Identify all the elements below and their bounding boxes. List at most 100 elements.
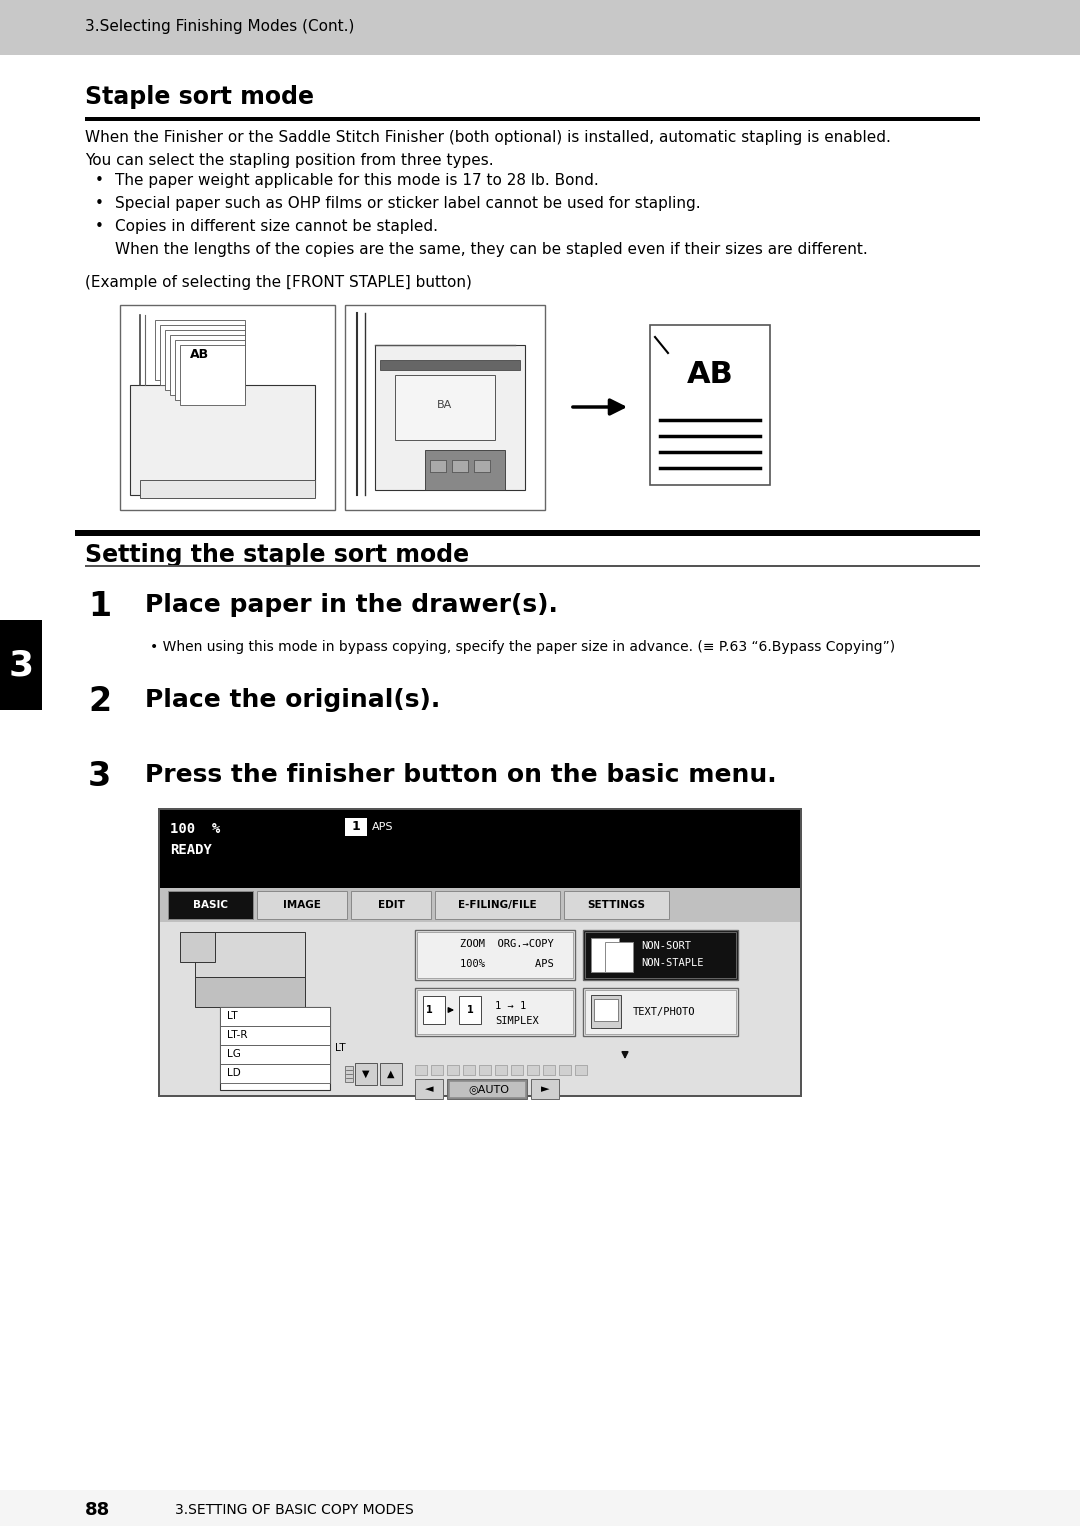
Text: •: •	[95, 195, 104, 211]
Text: ▲: ▲	[388, 1070, 395, 1079]
Bar	[195, 977, 305, 1007]
Bar	[375, 345, 525, 490]
Text: LT: LT	[227, 1012, 238, 1021]
Text: READY: READY	[170, 842, 212, 858]
Text: 3.SETTING OF BASIC COPY MODES: 3.SETTING OF BASIC COPY MODES	[175, 1503, 414, 1517]
Bar	[130, 385, 315, 494]
Text: Place paper in the drawer(s).: Place paper in the drawer(s).	[145, 594, 558, 617]
Text: When the Finisher or the Saddle Stitch Finisher (both optional) is installed, au: When the Finisher or the Saddle Stitch F…	[85, 130, 891, 145]
Text: ZOOM  ORG.→COPY: ZOOM ORG.→COPY	[460, 938, 554, 949]
Bar	[345, 818, 367, 836]
Bar	[220, 1007, 330, 1090]
Text: BASIC: BASIC	[192, 900, 228, 909]
Bar	[160, 888, 800, 922]
Text: Press the finisher button on the basic menu.: Press the finisher button on the basic m…	[145, 763, 777, 787]
Bar	[480, 1065, 491, 1074]
Bar	[417, 932, 573, 978]
Text: • When using this mode in bypass copying, specify the paper size in advance. (≡ : • When using this mode in bypass copying…	[150, 639, 895, 655]
Bar	[511, 1065, 523, 1074]
Bar	[435, 891, 561, 919]
Bar	[591, 938, 619, 972]
Bar	[447, 1079, 527, 1099]
Bar	[591, 995, 621, 1029]
Text: Special paper such as OHP films or sticker label cannot be used for stapling.: Special paper such as OHP films or stick…	[114, 195, 701, 211]
Bar	[168, 891, 253, 919]
Bar	[417, 990, 573, 1035]
Bar	[415, 987, 575, 1036]
Text: 88: 88	[85, 1502, 110, 1518]
Bar	[459, 996, 481, 1024]
Text: LG: LG	[227, 1048, 241, 1059]
Bar	[175, 340, 245, 400]
Bar	[431, 1065, 443, 1074]
Bar	[430, 459, 446, 472]
Text: SETTINGS: SETTINGS	[588, 900, 645, 909]
Bar	[583, 987, 738, 1036]
Bar	[415, 1079, 443, 1099]
Text: (Example of selecting the [FRONT STAPLE] button): (Example of selecting the [FRONT STAPLE]…	[85, 275, 472, 290]
Bar	[583, 929, 738, 980]
Bar	[158, 807, 802, 1097]
Text: 1: 1	[87, 591, 111, 623]
Bar	[423, 996, 445, 1024]
Text: NON-STAPLE: NON-STAPLE	[642, 958, 703, 967]
Text: 2: 2	[87, 685, 111, 719]
Bar	[564, 891, 669, 919]
Bar	[605, 942, 633, 972]
Bar	[585, 932, 735, 978]
Text: LD: LD	[227, 1068, 241, 1077]
Bar	[527, 1065, 539, 1074]
Text: 1: 1	[352, 821, 361, 833]
Bar	[160, 922, 800, 1096]
Bar	[75, 530, 980, 536]
Bar	[449, 1080, 525, 1097]
Bar	[415, 1065, 427, 1074]
Text: •: •	[95, 220, 104, 233]
Text: Place the original(s).: Place the original(s).	[145, 688, 441, 713]
Text: Staple sort mode: Staple sort mode	[85, 85, 314, 108]
Bar	[380, 360, 519, 369]
Text: 1: 1	[467, 1006, 473, 1015]
Text: ►: ►	[541, 1083, 550, 1094]
Text: ◄: ◄	[424, 1083, 433, 1094]
Text: You can select the stapling position from three types.: You can select the stapling position fro…	[85, 153, 494, 168]
Text: E-FILING/FILE: E-FILING/FILE	[458, 900, 537, 909]
Bar	[543, 1065, 555, 1074]
Bar	[531, 1079, 559, 1099]
Text: SIMPLEX: SIMPLEX	[495, 1016, 539, 1025]
Bar	[447, 1065, 459, 1074]
Text: AB: AB	[687, 360, 733, 389]
Bar	[575, 1065, 588, 1074]
Text: 100  %: 100 %	[170, 823, 220, 836]
Bar	[463, 1065, 475, 1074]
Bar	[195, 932, 305, 977]
Bar	[355, 1064, 377, 1085]
Bar	[220, 1007, 330, 1025]
Text: 100%        APS: 100% APS	[460, 958, 554, 969]
Text: 3: 3	[87, 760, 111, 794]
Bar	[650, 325, 770, 485]
Text: Copies in different size cannot be stapled.: Copies in different size cannot be stapl…	[114, 220, 438, 233]
Bar	[85, 118, 980, 121]
Text: LT: LT	[335, 1042, 346, 1053]
Text: ▼: ▼	[362, 1070, 369, 1079]
Bar	[156, 320, 245, 380]
Bar	[415, 929, 575, 980]
Text: TEXT/PHOTO: TEXT/PHOTO	[633, 1007, 696, 1016]
Bar	[160, 325, 245, 385]
Bar	[257, 891, 347, 919]
Bar	[351, 891, 431, 919]
Bar	[120, 305, 335, 510]
Bar	[0, 1489, 1080, 1526]
Bar	[0, 620, 42, 710]
Text: When the lengths of the copies are the same, they can be stapled even if their s: When the lengths of the copies are the s…	[114, 243, 867, 256]
Bar	[495, 1065, 507, 1074]
Text: ◎AUTO: ◎AUTO	[469, 1083, 510, 1094]
Bar	[594, 1000, 618, 1021]
Text: EDIT: EDIT	[378, 900, 404, 909]
Bar	[160, 870, 800, 888]
Text: 3: 3	[9, 649, 33, 682]
Bar	[585, 990, 735, 1035]
Text: •: •	[95, 172, 104, 188]
Bar	[165, 330, 245, 391]
